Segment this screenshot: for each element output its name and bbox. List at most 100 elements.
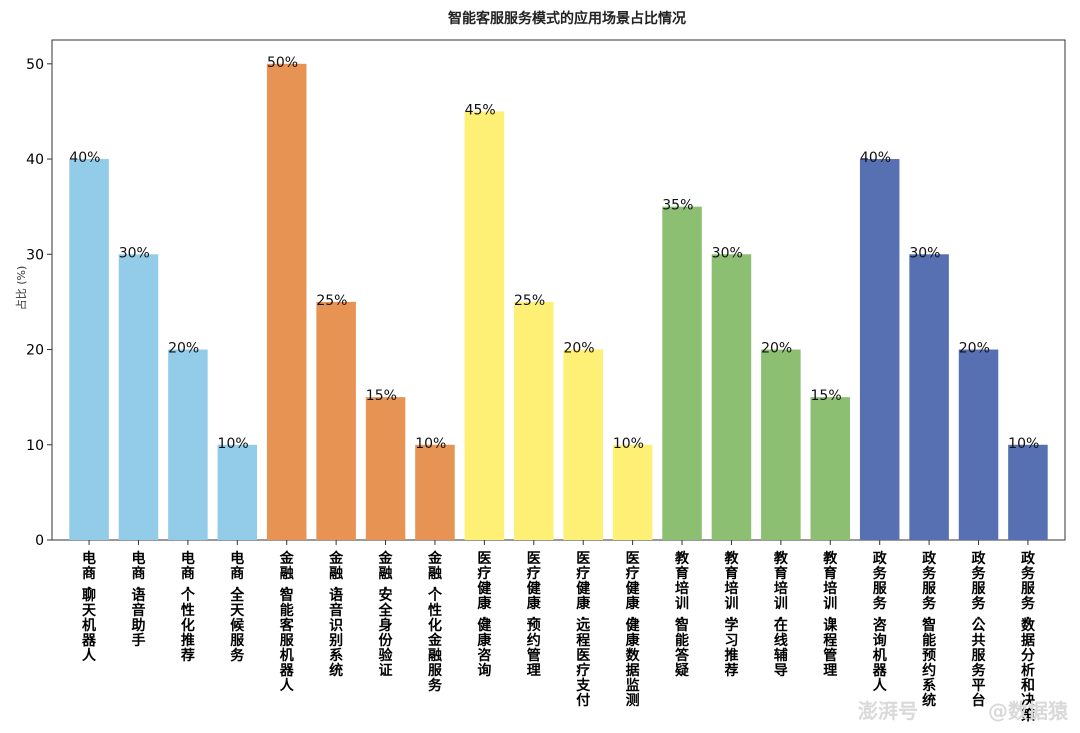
x-category-char: · <box>679 611 684 627</box>
x-category-char: 疗 <box>576 565 590 582</box>
bar <box>168 349 208 540</box>
x-category-char: 训 <box>675 596 689 612</box>
plot-frame <box>51 39 1066 541</box>
x-category-char: 疗 <box>576 662 590 679</box>
x-category-char: · <box>630 611 635 627</box>
x-category-char: 服 <box>922 581 937 597</box>
bar <box>711 254 752 541</box>
bar <box>514 301 554 540</box>
x-category-char: 能 <box>675 632 689 649</box>
bar <box>859 159 900 541</box>
x-category-char: 能 <box>280 602 294 619</box>
x-category-char: 医 <box>576 648 590 664</box>
x-category-char: 份 <box>379 632 394 649</box>
x-category-char: 化 <box>428 617 442 634</box>
bar <box>118 254 159 541</box>
bar-value-label: 15% <box>366 388 397 404</box>
y-tick-label: 50 <box>26 57 44 73</box>
x-category-char: 推 <box>724 647 738 664</box>
x-category-char: 电 <box>131 550 145 567</box>
x-category-char: 疗 <box>477 565 491 582</box>
x-category-char: 机 <box>82 617 96 634</box>
bar-value-label: 45% <box>465 102 496 118</box>
x-category-char: 健 <box>626 617 640 634</box>
x-category-char: 程 <box>576 633 590 649</box>
x-category-char: 服 <box>230 633 245 649</box>
x-category-char: · <box>333 581 338 597</box>
x-category-char: 商 <box>82 565 96 582</box>
x-category-char: 健 <box>576 580 590 597</box>
x-category-char: 答 <box>675 647 690 664</box>
bar-value-label: 25% <box>514 293 545 309</box>
x-category-char: 智 <box>674 617 689 634</box>
x-category-char: 学 <box>724 617 738 634</box>
x-category-char: · <box>136 581 141 597</box>
x-category-char: 预 <box>527 618 541 634</box>
x-category-char: 智 <box>921 617 936 634</box>
x-category-char: 康 <box>477 632 492 649</box>
x-category-char: 据 <box>626 662 640 679</box>
x-category-char: 在 <box>774 617 788 634</box>
bar-value-label: 10% <box>613 436 644 452</box>
x-category-char: 共 <box>972 632 986 649</box>
x-category-char: 育 <box>823 565 837 582</box>
x-category-char: 荐 <box>181 647 195 664</box>
bar <box>909 254 949 541</box>
bar <box>464 111 505 540</box>
x-category-char: 验 <box>379 647 394 664</box>
x-category-char: 数 <box>1021 617 1036 634</box>
x-category-char: 询 <box>873 632 887 649</box>
x-category-char: 教 <box>774 550 789 567</box>
x-category-char: 线 <box>774 632 788 649</box>
x-category-char: 务 <box>873 565 888 582</box>
x-category-char: 个 <box>427 587 443 604</box>
x-category-char: 安 <box>379 587 393 604</box>
x-category-char: 别 <box>328 633 343 649</box>
x-category-char: 远 <box>576 618 590 634</box>
x-category-char: 服 <box>1021 581 1036 597</box>
x-category-char: 全 <box>378 602 394 619</box>
bar <box>415 444 455 540</box>
x-category-char: · <box>926 611 931 627</box>
x-category-char: 疗 <box>527 565 541 582</box>
x-category-char: 务 <box>230 647 245 664</box>
x-category-char: · <box>482 611 487 627</box>
x-category-char: 电 <box>82 550 96 567</box>
bar-value-label: 25% <box>316 293 347 309</box>
x-category-char: 天 <box>82 603 97 619</box>
x-category-char: · <box>383 581 388 597</box>
x-category-char: 习 <box>724 633 738 649</box>
x-category-char: 聊 <box>82 587 96 604</box>
x-category-char: 统 <box>922 692 936 709</box>
x-category-char: 服 <box>972 581 987 597</box>
x-category-char: 务 <box>922 565 937 582</box>
x-category-char: 康 <box>527 595 542 612</box>
watermark-right: @数据猿 <box>988 699 1069 723</box>
x-category-char: · <box>877 611 882 627</box>
x-category-char: 医 <box>626 551 640 567</box>
x-category-char: 助 <box>131 617 145 634</box>
x-category-char: 荐 <box>724 662 738 679</box>
x-category-char: 管 <box>823 647 837 664</box>
y-tick-label: 0 <box>35 533 44 549</box>
x-category-char: 康 <box>626 595 641 612</box>
x-category-char: 询 <box>477 662 491 679</box>
x-category-char: 健 <box>626 580 640 597</box>
x-category-char: 金 <box>378 550 394 567</box>
x-category-char: 天 <box>230 603 245 619</box>
x-category-char: 融 <box>428 647 442 664</box>
bar-value-label: 20% <box>563 341 594 357</box>
x-category-char: 化 <box>181 617 195 634</box>
bar-value-label: 35% <box>662 198 693 214</box>
x-category-char: 咨 <box>873 617 887 634</box>
y-tick-label: 30 <box>26 247 44 263</box>
